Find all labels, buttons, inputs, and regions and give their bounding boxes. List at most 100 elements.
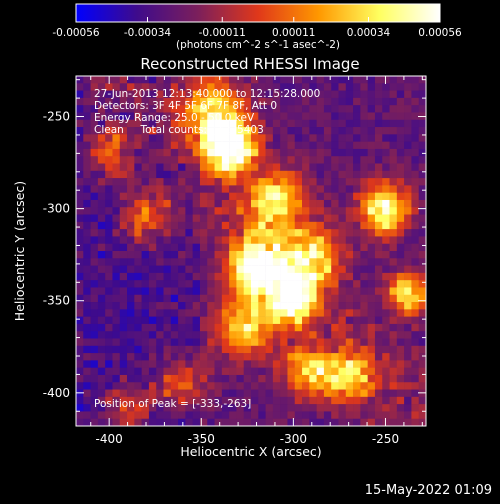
heatmap-cell — [192, 353, 201, 361]
heatmap-cell — [404, 404, 412, 412]
heatmap-cell — [119, 236, 128, 245]
heatmap-cell — [418, 251, 427, 259]
heatmap-cell — [302, 163, 310, 172]
heatmap-cell — [374, 316, 383, 325]
heatmap-cell — [251, 163, 259, 172]
heatmap-cell — [404, 302, 412, 310]
heatmap-cell — [280, 382, 288, 390]
heatmap-cell — [309, 272, 317, 281]
heatmap-cell — [214, 287, 223, 296]
heatmap-cell — [418, 134, 427, 142]
heatmap-cell — [323, 338, 332, 347]
heatmap-cell — [418, 316, 427, 325]
heatmap-cell — [374, 141, 383, 150]
heatmap-cell — [134, 127, 142, 135]
heatmap-cell — [265, 76, 274, 84]
heatmap-cell — [243, 221, 252, 230]
heatmap-cell — [221, 272, 230, 281]
heatmap-cell — [302, 134, 310, 142]
heatmap-cell — [178, 360, 186, 368]
heatmap-cell — [97, 396, 106, 405]
heatmap-cell — [272, 178, 281, 186]
heatmap-cell — [389, 389, 398, 398]
heatmap-cell — [374, 302, 383, 310]
heatmap-cell — [302, 251, 310, 259]
heatmap-cell — [156, 396, 164, 405]
heatmap-cell — [316, 134, 325, 142]
heatmap-cell — [258, 156, 266, 164]
heatmap-cell — [280, 367, 288, 376]
heatmap-cell — [345, 134, 354, 142]
heatmap-cell — [338, 404, 347, 412]
heatmap-cell — [251, 345, 259, 354]
heatmap-cell — [76, 411, 84, 420]
heatmap-cell — [199, 141, 208, 150]
heatmap-cell — [360, 90, 368, 99]
heatmap-cell — [207, 229, 215, 237]
heatmap-cell — [83, 83, 91, 91]
heatmap-cell — [382, 199, 390, 208]
heatmap-cell — [396, 316, 405, 325]
heatmap-cell — [119, 178, 128, 186]
heatmap-cell — [258, 345, 266, 354]
heatmap-cell — [367, 302, 376, 310]
heatmap-cell — [367, 119, 376, 128]
heatmap-cell — [404, 338, 412, 347]
heatmap-cell — [214, 418, 223, 427]
heatmap-cell — [112, 185, 121, 193]
heatmap-cell — [404, 76, 412, 84]
heatmap-cell — [243, 360, 252, 368]
heatmap-cell — [192, 367, 201, 376]
heatmap-cell — [163, 280, 172, 288]
heatmap-cell — [287, 90, 296, 99]
heatmap-cell — [134, 236, 142, 245]
heatmap-cell — [411, 280, 420, 288]
heatmap-cell — [331, 353, 339, 361]
heatmap-cell — [90, 345, 99, 354]
heatmap-cell — [389, 302, 398, 310]
heatmap-cell — [83, 214, 91, 223]
heatmap-cell — [367, 404, 376, 412]
heatmap-cell — [199, 178, 208, 186]
heatmap-cell — [192, 83, 201, 91]
info-line-detectors: Detectors: 3F 4F 5F 6F 7F 8F, Att 0 — [94, 100, 277, 112]
heatmap-cell — [90, 258, 99, 266]
heatmap-cell — [163, 404, 172, 412]
heatmap-cell — [294, 141, 303, 150]
heatmap-cell — [382, 178, 390, 186]
heatmap-cell — [382, 236, 390, 245]
heatmap-cell — [280, 251, 288, 259]
heatmap-cell — [316, 404, 325, 412]
heatmap-cell — [83, 185, 91, 193]
heatmap-cell — [418, 214, 427, 223]
heatmap-cell — [76, 309, 84, 317]
heatmap-cell — [163, 360, 172, 368]
heatmap-cell — [178, 418, 186, 427]
heatmap-cell — [97, 214, 106, 223]
heatmap-cell — [156, 338, 164, 347]
heatmap-cell — [396, 229, 405, 237]
heatmap-cell — [178, 411, 186, 420]
heatmap-cell — [309, 280, 317, 288]
heatmap-cell — [360, 294, 368, 303]
heatmap-cell — [83, 265, 91, 274]
heatmap-cell — [302, 178, 310, 186]
heatmap-cell — [105, 251, 113, 259]
heatmap-cell — [236, 309, 245, 317]
heatmap-cell — [367, 127, 376, 135]
heatmap-cell — [141, 76, 150, 84]
heatmap-cell — [382, 309, 390, 317]
heatmap-cell — [127, 185, 135, 193]
heatmap-cell — [90, 338, 99, 347]
heatmap-cell — [389, 309, 398, 317]
heatmap-cell — [251, 280, 259, 288]
heatmap-cell — [207, 404, 215, 412]
heatmap-cell — [367, 338, 376, 347]
heatmap-cell — [251, 97, 259, 106]
heatmap-cell — [236, 178, 245, 186]
heatmap-cell — [163, 338, 172, 347]
heatmap-cell — [280, 90, 288, 99]
heatmap-cell — [258, 185, 266, 193]
heatmap-cell — [411, 418, 420, 427]
heatmap-cell — [207, 331, 215, 339]
